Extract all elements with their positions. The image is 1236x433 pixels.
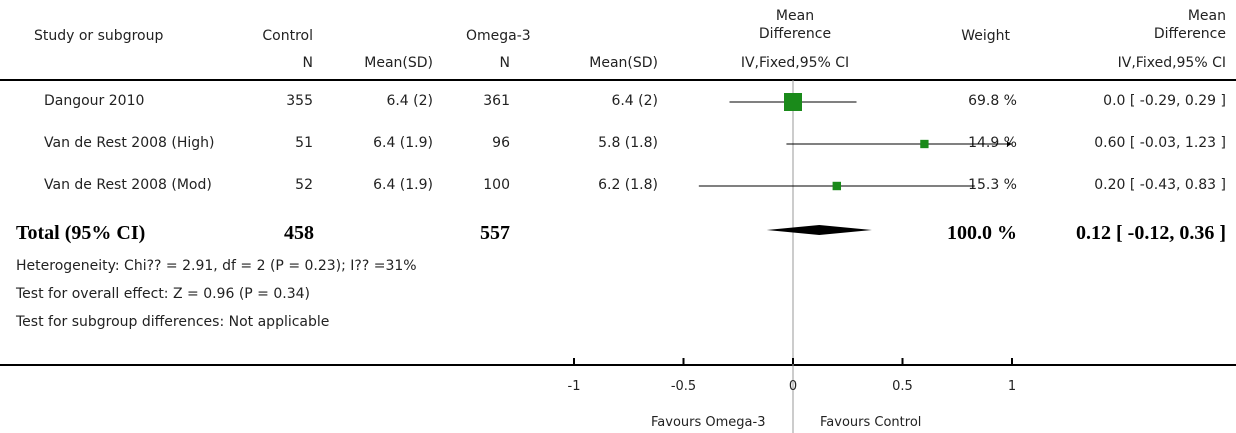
total-control-n: 458: [284, 222, 314, 244]
header-method: IV,Fixed,95% CI: [740, 55, 850, 71]
footer-divider: [0, 364, 1236, 366]
header-n1: N: [302, 55, 313, 71]
omega-mean: 5.8 (1.8): [598, 135, 658, 151]
header-control: Control: [262, 28, 313, 44]
control-n: 51: [295, 135, 313, 151]
weight-value: 14.9 %: [968, 135, 1017, 151]
header-md-bottom: Difference: [758, 26, 832, 42]
axis-tick-label: 0: [789, 379, 797, 394]
header-n2: N: [499, 55, 510, 71]
favours-left: Favours Omega-3: [651, 415, 766, 430]
header-study: Study or subgroup: [34, 28, 164, 44]
total-ci: 0.12 [ -0.12, 0.36 ]: [1076, 222, 1226, 244]
ci-value: 0.0 [ -0.29, 0.29 ]: [1103, 93, 1226, 109]
control-n: 52: [295, 177, 313, 193]
favours-right: Favours Control: [820, 415, 922, 430]
header-mean1: Mean(SD): [364, 55, 433, 71]
ci-arrow: [1007, 141, 1012, 147]
pooled-diamond: [766, 225, 872, 235]
header-omega: Omega-3: [466, 28, 531, 44]
subgroup-diff-text: Test for subgroup differences: Not appli…: [16, 314, 330, 330]
axis-tick-label: -1: [568, 379, 581, 394]
axis-tick-label: 1: [1008, 379, 1016, 394]
header-divider: [0, 79, 1236, 81]
omega-mean: 6.2 (1.8): [598, 177, 658, 193]
study-name: Van de Rest 2008 (High): [44, 135, 215, 151]
header-md2-top: Mean: [1187, 8, 1226, 24]
study-name: Van de Rest 2008 (Mod): [44, 177, 212, 193]
ci-value: 0.60 [ -0.03, 1.23 ]: [1094, 135, 1226, 151]
header-md2-bottom: Difference: [1153, 26, 1226, 42]
header-method2: IV,Fixed,95% CI: [1117, 55, 1226, 71]
study-name: Dangour 2010: [44, 93, 145, 109]
omega-mean: 6.4 (2): [611, 93, 658, 109]
header-md-top: Mean: [775, 8, 815, 24]
heterogeneity-text: Heterogeneity: Chi?? = 2.91, df = 2 (P =…: [16, 258, 417, 274]
study-marker: [832, 181, 842, 191]
header-mean2: Mean(SD): [589, 55, 658, 71]
ci-value: 0.20 [ -0.43, 0.83 ]: [1094, 177, 1226, 193]
control-n: 355: [286, 93, 313, 109]
control-mean: 6.4 (1.9): [373, 177, 433, 193]
weight-value: 15.3 %: [968, 177, 1017, 193]
omega-n: 361: [483, 93, 510, 109]
omega-n: 100: [483, 177, 510, 193]
study-marker: [920, 139, 929, 149]
axis-tick-label: 0.5: [892, 379, 913, 394]
study-marker: [784, 93, 802, 111]
axis-tick-label: -0.5: [671, 379, 696, 394]
total-label: Total (95% CI): [16, 222, 146, 244]
control-mean: 6.4 (2): [386, 93, 433, 109]
control-mean: 6.4 (1.9): [373, 135, 433, 151]
total-weight: 100.0 %: [947, 222, 1017, 244]
omega-n: 96: [492, 135, 510, 151]
weight-value: 69.8 %: [968, 93, 1017, 109]
total-omega-n: 557: [480, 222, 510, 244]
overall-effect-text: Test for overall effect: Z = 0.96 (P = 0…: [16, 286, 310, 302]
header-weight: Weight: [961, 28, 1010, 44]
